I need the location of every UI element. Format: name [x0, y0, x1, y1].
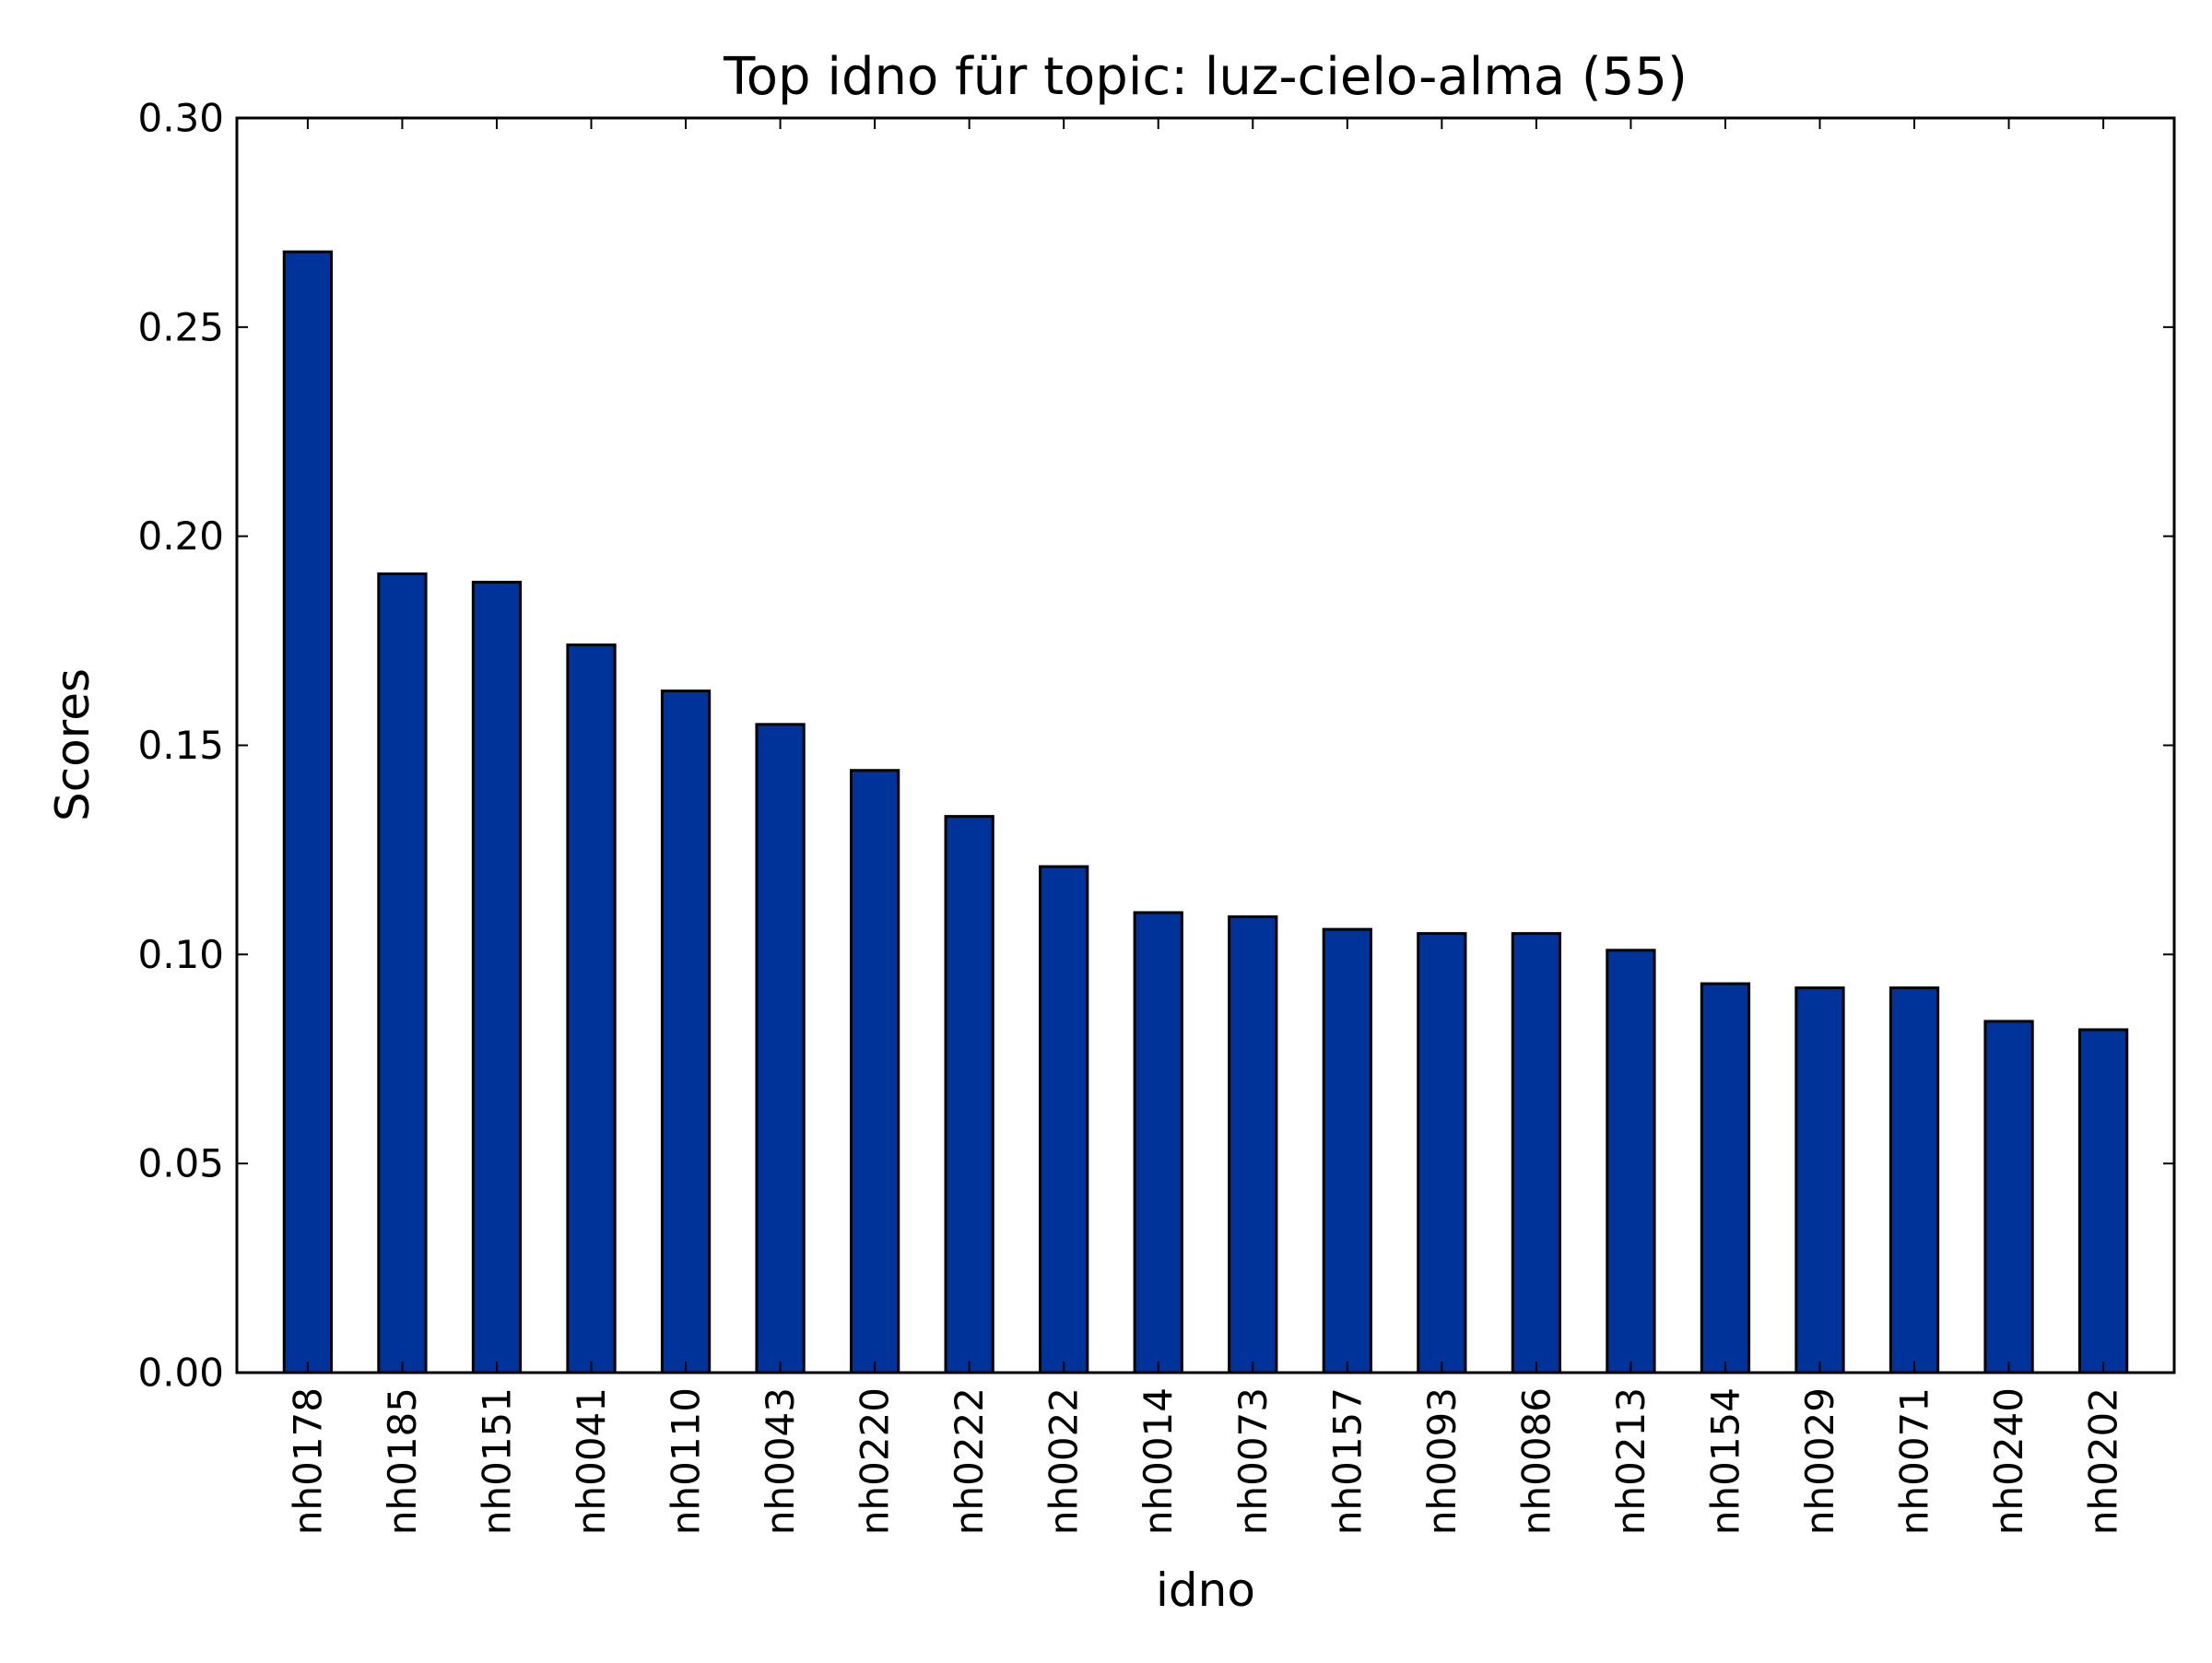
x-axis-label: idno	[1156, 1563, 1255, 1617]
bar-nh0086	[1511, 932, 1562, 1374]
x-tick-label: nh0029	[1797, 1387, 1842, 1535]
x-tick-label: nh0185	[380, 1387, 425, 1535]
x-tick-label: nh0022	[1041, 1387, 1087, 1535]
bar-nh0178	[282, 250, 334, 1374]
bar-nh0154	[1700, 982, 1751, 1374]
x-tick-label: nh0041	[569, 1387, 614, 1535]
bar-nh0157	[1322, 927, 1372, 1374]
y-tick-label: 0.30	[137, 96, 224, 141]
x-tick-label: nh0202	[2081, 1387, 2126, 1535]
x-tick-label: nh0213	[1608, 1387, 1653, 1535]
bar-nh0022	[1039, 865, 1089, 1374]
bar-nh0185	[377, 572, 428, 1374]
bar-nh0041	[566, 643, 617, 1374]
bar-nh0202	[2077, 1028, 2129, 1374]
chart-title: Top idno für topic: luz-cielo-alma (55)	[723, 47, 1688, 107]
bar-nh0213	[1606, 949, 1656, 1374]
bar-nh0110	[660, 690, 712, 1374]
x-tick-label: nh0073	[1230, 1387, 1276, 1535]
bar-nh0240	[1983, 1020, 2034, 1374]
x-tick-label: nh0151	[474, 1387, 519, 1535]
bar-nh0222	[944, 815, 994, 1374]
y-tick-label: 0.10	[137, 932, 224, 977]
bar-nh0220	[849, 769, 900, 1374]
bar-nh0043	[755, 723, 806, 1374]
ticks-layer: nh0178 nh0185 nh0151 nh0041 nh0110 nh0043 nh02…	[137, 96, 2174, 1535]
y-tick-label: 0.25	[137, 304, 224, 349]
x-tick-label: nh0071	[1892, 1387, 1937, 1535]
y-tick-label: 0.00	[137, 1350, 224, 1396]
bar-nh0151	[471, 581, 523, 1374]
x-tick-label: nh0222	[947, 1387, 992, 1535]
bar-nh0071	[1888, 986, 1940, 1374]
y-tick-label: 0.15	[137, 723, 224, 768]
bar-nh0073	[1228, 915, 1278, 1374]
y-axis-label: Scores	[46, 668, 100, 821]
x-tick-label: nh0014	[1135, 1387, 1181, 1535]
x-tick-label: nh0086	[1513, 1387, 1559, 1535]
y-tick-label: 0.05	[137, 1141, 224, 1186]
x-tick-label: nh0220	[853, 1387, 898, 1535]
plot-frame	[235, 116, 2176, 1374]
x-tick-label: nh0154	[1702, 1387, 1747, 1535]
x-tick-label: nh0043	[758, 1387, 803, 1535]
x-tick-label: nh0178	[285, 1387, 330, 1535]
x-tick-label: nh0157	[1324, 1387, 1370, 1535]
bars-layer	[282, 250, 2129, 1374]
x-tick-label: nh0093	[1419, 1387, 1465, 1535]
bar-nh0093	[1417, 932, 1467, 1374]
x-tick-label: nh0110	[664, 1387, 709, 1535]
x-tick-label: nh0240	[1986, 1387, 2031, 1535]
bar-nh0014	[1133, 911, 1183, 1374]
y-tick-label: 0.20	[137, 513, 224, 559]
bar-nh0029	[1794, 986, 1845, 1374]
